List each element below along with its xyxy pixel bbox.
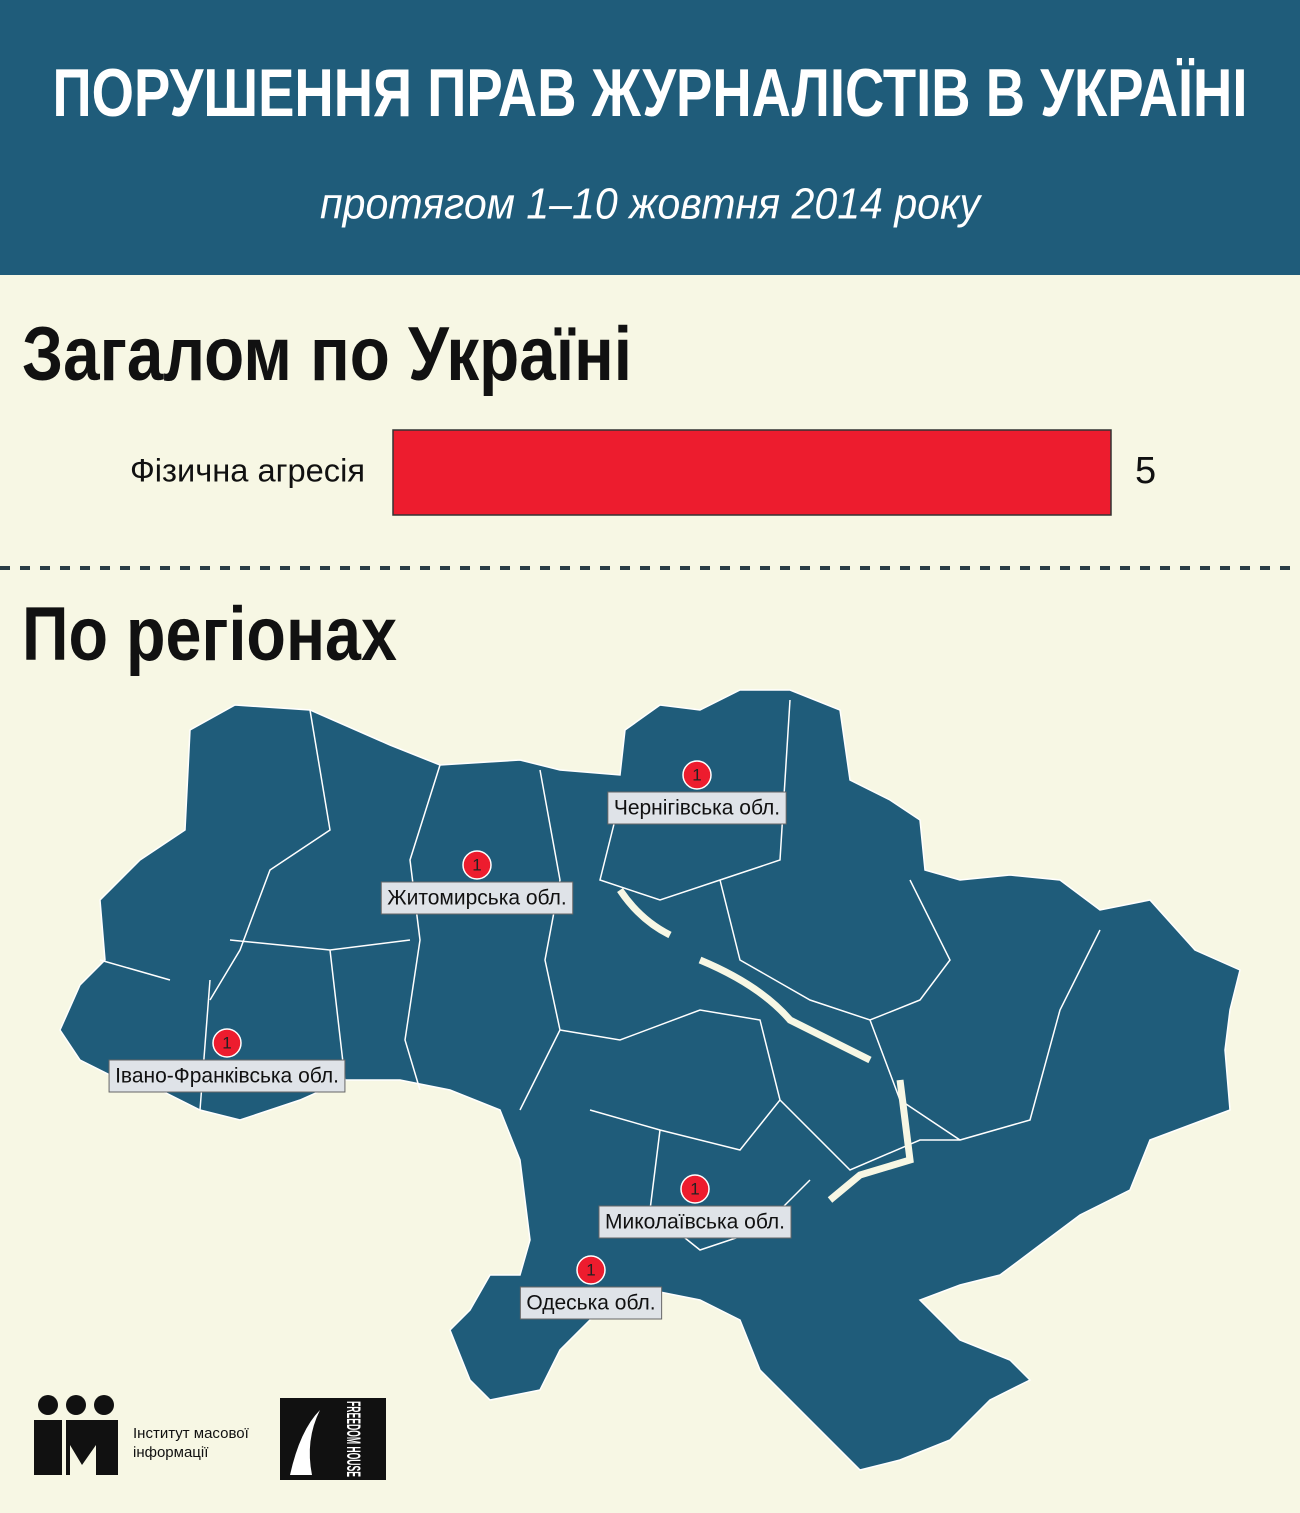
marker-count: 1 (692, 765, 701, 784)
region-label-box (108, 1059, 346, 1093)
country-shape (59, 689, 1241, 1471)
map (59, 689, 1241, 1471)
value-label: 5 (1135, 450, 1156, 492)
marker (680, 1174, 710, 1204)
marker-count: 1 (472, 855, 481, 874)
region-label-box (519, 1286, 663, 1320)
freedom-house-logo: FREEDOM HOUSE (280, 1398, 386, 1480)
region-borders (99, 699, 1101, 1251)
section-title: Загалом по Україні (22, 312, 632, 397)
logo-dot (94, 1395, 114, 1415)
marker-count: 1 (690, 1179, 699, 1198)
region-label: Миколаївська обл. (605, 1211, 785, 1234)
logo-flame (290, 1410, 320, 1475)
imi-name: Інститут масової інформації (133, 1425, 250, 1461)
section-title: По регіонах (22, 592, 397, 677)
marker (212, 1028, 242, 1058)
bar (392, 429, 1112, 516)
region-label-box (598, 1205, 792, 1239)
header-band (0, 0, 1300, 275)
logo-dot (38, 1395, 58, 1415)
region-label-box (607, 791, 787, 825)
marker-count: 1 (222, 1033, 231, 1052)
bar-label: Фізична агресія (130, 452, 365, 488)
marker-count: 1 (586, 1260, 595, 1279)
marker (462, 850, 492, 880)
logo-shape (34, 1420, 118, 1475)
rivers (617, 888, 914, 1203)
region-label: Одеська обл. (526, 1292, 655, 1315)
logo-dot (66, 1395, 86, 1415)
region-label: Чернігівська обл. (614, 797, 780, 820)
region-label: Івано-Франківська обл. (115, 1065, 339, 1088)
fh-name: FREEDOM HOUSE (342, 1401, 363, 1477)
title: ПОРУШЕННЯ ПРАВ ЖУРНАЛІСТІВ В УКРАЇНІ (53, 55, 1248, 131)
region-label: Житомирська обл. (387, 887, 566, 910)
imi-logo: Інститут масової інформації (34, 1395, 250, 1475)
marker (682, 760, 712, 790)
region-label-box (380, 881, 574, 915)
subtitle: протягом 1–10 жовтня 2014 року (320, 180, 983, 229)
marker (576, 1255, 606, 1285)
